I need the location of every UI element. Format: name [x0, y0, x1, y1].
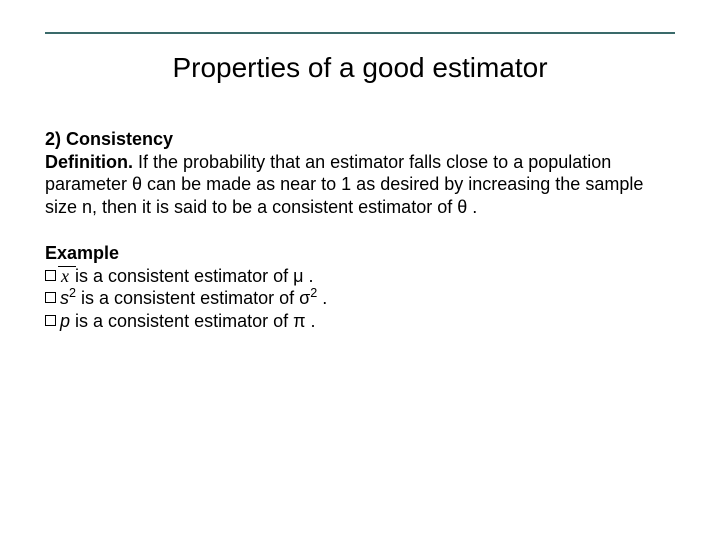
- p-symbol: p: [60, 311, 70, 331]
- slide-title: Properties of a good estimator: [0, 52, 720, 84]
- section-block: 2) Consistency Definition. If the probab…: [45, 128, 675, 218]
- square-bullet-icon: [45, 315, 56, 326]
- title-rule: [45, 32, 675, 34]
- square-bullet-icon: [45, 270, 56, 281]
- s-symbol: s: [60, 288, 69, 308]
- example-text: p is a consistent estimator of π .: [60, 310, 316, 333]
- example-item: x is a consistent estimator of μ .: [45, 265, 675, 288]
- square-bullet-icon: [45, 292, 56, 303]
- superscript: 2: [69, 286, 76, 300]
- example-block: Example x is a consistent estimator of μ…: [45, 242, 675, 332]
- body-text: 2) Consistency Definition. If the probab…: [45, 128, 675, 332]
- example-text: s2 is a consistent estimator of σ2 .: [60, 287, 327, 310]
- slide: Properties of a good estimator 2) Consis…: [0, 0, 720, 540]
- definition-text: If the probability that an estimator fal…: [45, 152, 643, 217]
- example-text: x is a consistent estimator of μ .: [60, 265, 313, 288]
- example-item: s2 is a consistent estimator of σ2 .: [45, 287, 675, 310]
- section-heading: 2) Consistency: [45, 129, 173, 149]
- definition-label: Definition.: [45, 152, 133, 172]
- xbar-symbol: x: [60, 265, 70, 288]
- example-item: p is a consistent estimator of π .: [45, 310, 675, 333]
- example-heading: Example: [45, 242, 675, 265]
